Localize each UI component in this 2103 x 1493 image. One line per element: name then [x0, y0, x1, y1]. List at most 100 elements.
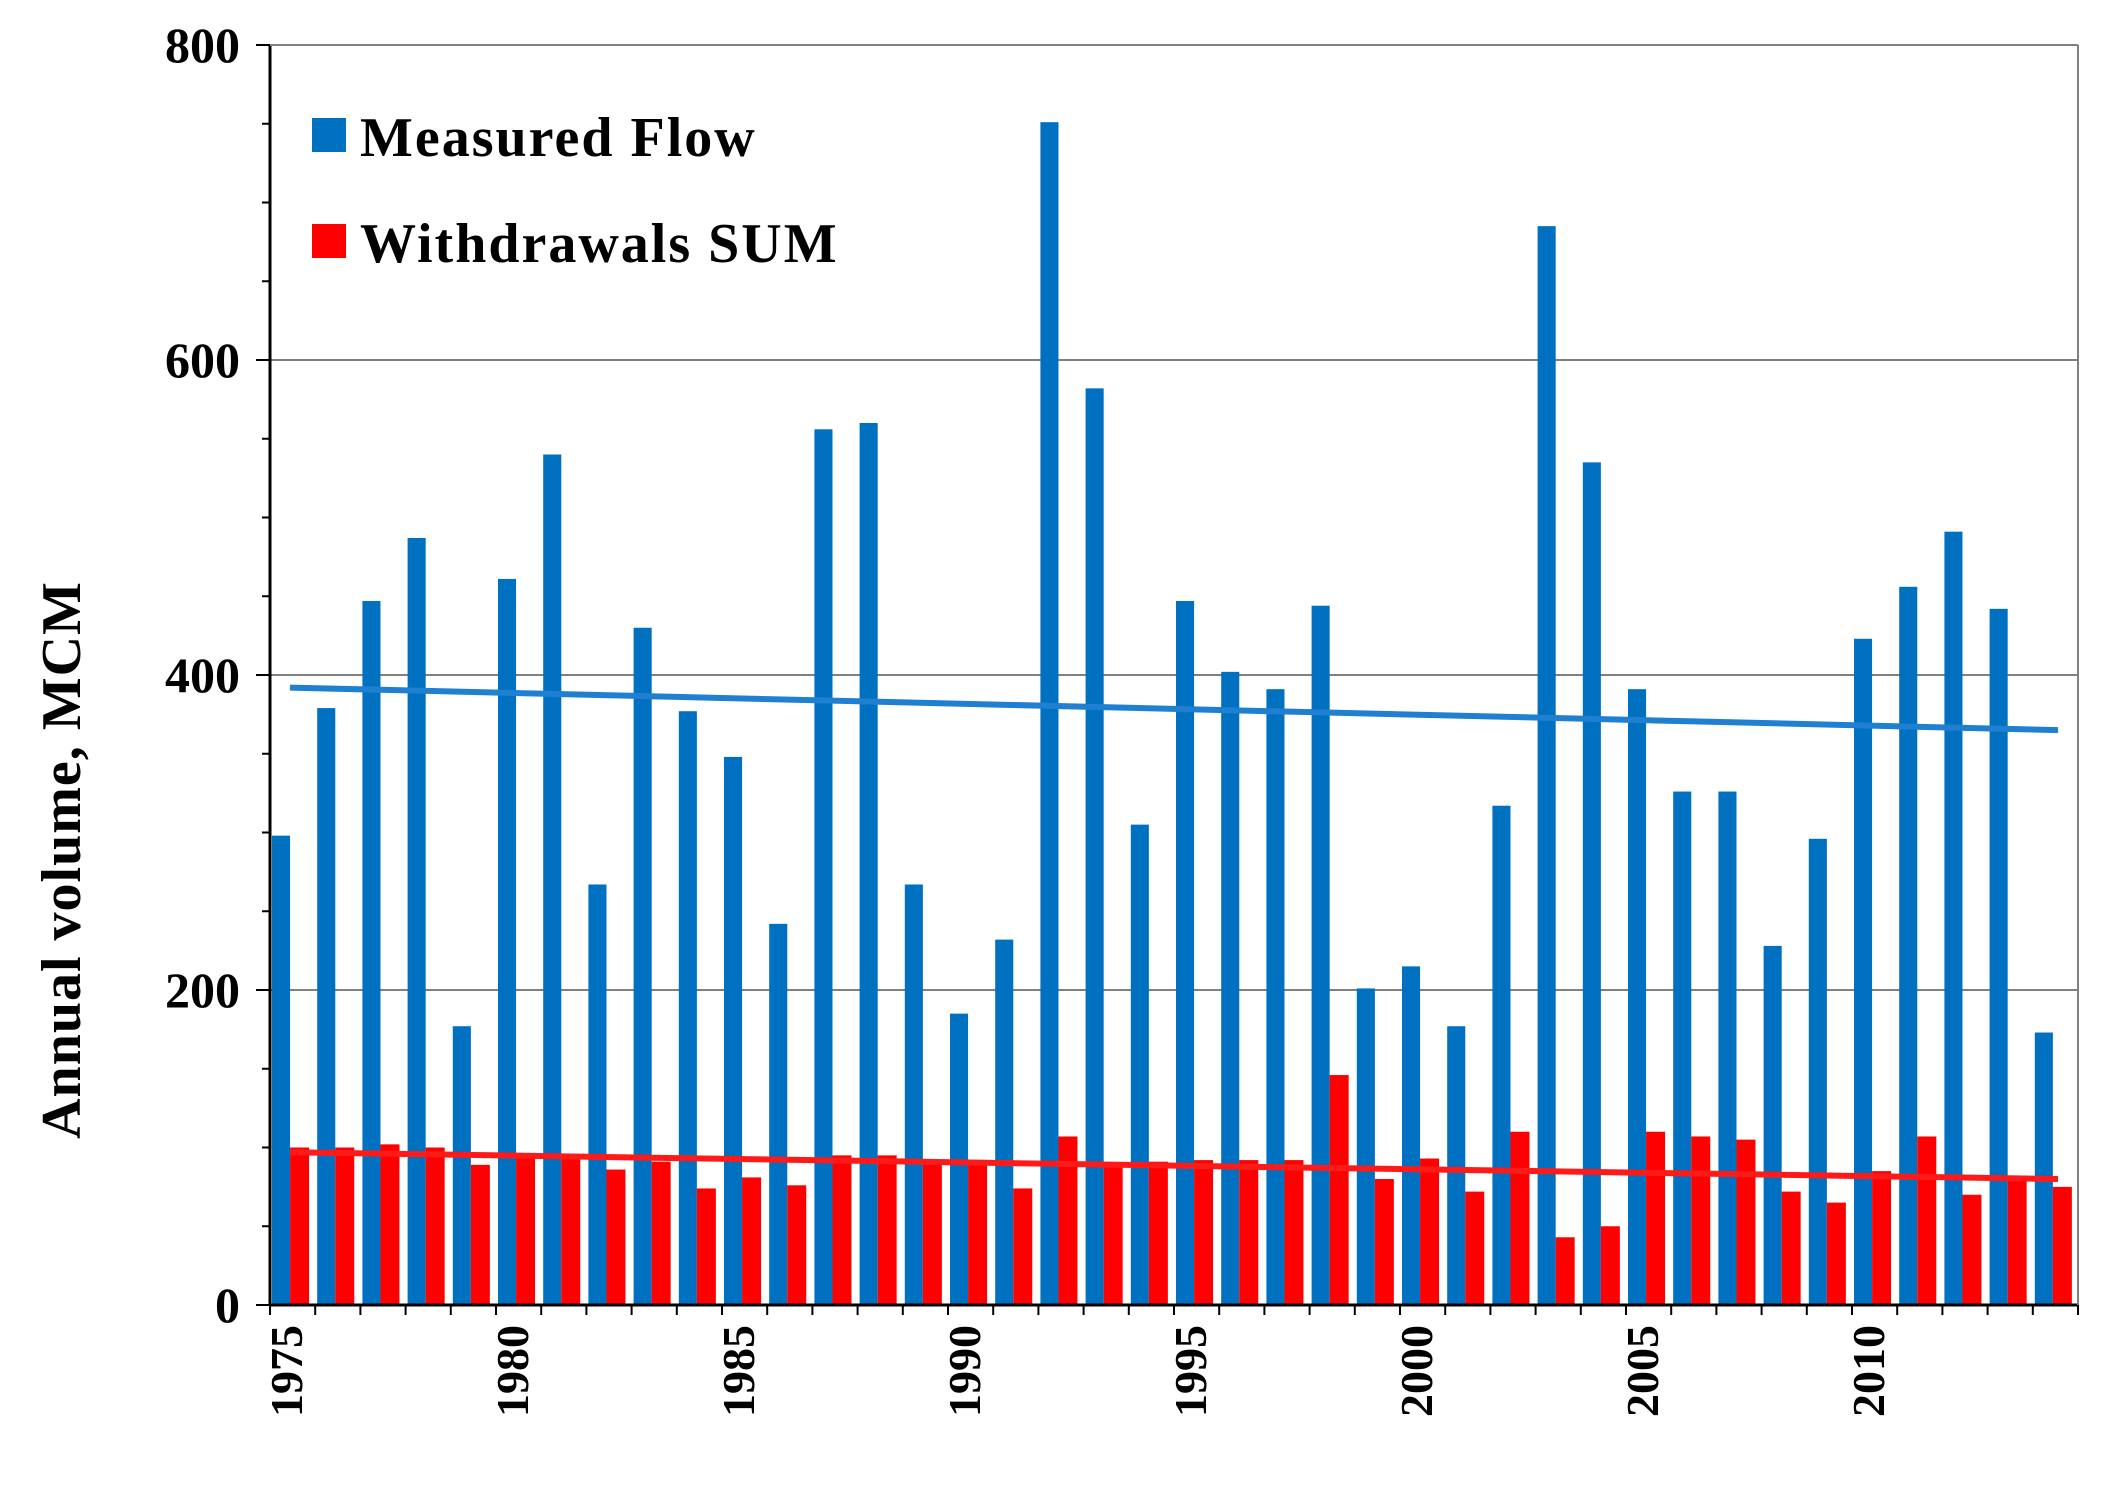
bar-measured-flow-1986	[769, 923, 788, 1305]
bar-withdrawals-sum-2013	[2007, 1175, 2027, 1305]
bar-measured-flow-1976	[317, 708, 336, 1305]
bar-measured-flow-1981	[543, 454, 562, 1305]
bar-withdrawals-sum-2000	[1420, 1158, 1440, 1305]
x-tick-label-2005: 2005	[1617, 1325, 1668, 1417]
bar-measured-flow-2001	[1447, 1026, 1466, 1305]
bar-measured-flow-1994	[1130, 824, 1149, 1305]
bar-measured-flow-1985	[724, 756, 743, 1305]
bar-withdrawals-sum-2005	[1646, 1131, 1666, 1305]
bar-withdrawals-sum-1976	[335, 1147, 355, 1305]
bar-withdrawals-sum-2004	[1600, 1226, 1620, 1305]
bar-withdrawals-sum-1998	[1329, 1075, 1349, 1305]
bar-measured-flow-1987	[814, 429, 833, 1305]
bar-measured-flow-1977	[362, 600, 381, 1305]
y-tick-label-800: 800	[165, 17, 240, 73]
bar-measured-flow-2012	[1944, 531, 1963, 1305]
gridlines	[270, 44, 2078, 991]
legend-label-withdrawals-sum: Withdrawals SUM	[360, 213, 839, 275]
bar-withdrawals-sum-1995	[1194, 1160, 1214, 1305]
y-tick-labels: 0 200 400 600 800	[165, 17, 240, 1333]
bar-withdrawals-sum-1993	[1103, 1163, 1123, 1305]
bar-withdrawals-sum-2009	[1826, 1202, 1846, 1305]
bar-measured-flow-1980	[498, 578, 517, 1305]
bar-withdrawals-sum-2003	[1555, 1237, 1575, 1305]
trendline-withdrawals-sum	[289, 1149, 2059, 1182]
bar-measured-flow-2005	[1628, 689, 1647, 1305]
bar-measured-flow-2009	[1808, 838, 1827, 1305]
bar-measured-flow-2003	[1537, 226, 1556, 1305]
bar-withdrawals-sum-1984	[696, 1188, 716, 1305]
bar-measured-flow-1975	[272, 835, 291, 1305]
bar-withdrawals-sum-1979	[470, 1164, 490, 1305]
bar-withdrawals-sum-2002	[1510, 1131, 1530, 1305]
bar-measured-flow-1988	[859, 423, 878, 1305]
bar-withdrawals-sum-1978	[425, 1147, 445, 1305]
legend: Measured Flow Withdrawals SUM	[312, 107, 839, 275]
x-tick-label-1985: 1985	[713, 1325, 764, 1417]
legend-swatch-withdrawals-sum	[312, 224, 346, 258]
bar-measured-flow-2004	[1582, 462, 1601, 1305]
y-tick-label-0: 0	[215, 1277, 240, 1333]
bar-withdrawals-sum-2008	[1781, 1191, 1801, 1305]
bar-withdrawals-sum-1990	[968, 1164, 988, 1305]
bar-measured-flow-2007	[1718, 791, 1737, 1305]
bar-measured-flow-1999	[1356, 988, 1375, 1305]
bar-withdrawals-sum-1991	[1013, 1188, 1033, 1305]
legend-label-measured-flow: Measured Flow	[360, 107, 757, 169]
bar-measured-flow-2000	[1402, 966, 1421, 1305]
x-tick-label-1975: 1975	[261, 1325, 312, 1417]
bar-measured-flow-1979	[452, 1026, 471, 1305]
bar-withdrawals-sum-2012	[1962, 1194, 1982, 1305]
y-axis-label: Annual volume, MCM	[31, 581, 93, 1139]
bar-measured-flow-1997	[1266, 689, 1285, 1305]
bar-withdrawals-sum-1982	[606, 1169, 626, 1305]
bar-withdrawals-sum-1992	[1058, 1136, 1078, 1305]
x-tick-labels: 1975 1980 1985 1990 1995 2000 2005 2010	[261, 1325, 1894, 1417]
bar-measured-flow-1993	[1085, 388, 1104, 1306]
bar-measured-flow-1992	[1040, 122, 1059, 1305]
y-tick-label-200: 200	[165, 962, 240, 1018]
bar-withdrawals-sum-1989	[922, 1161, 942, 1305]
bar-withdrawals-sum-2006	[1691, 1136, 1711, 1305]
bar-measured-flow-1996	[1221, 671, 1240, 1305]
bar-measured-flow-1982	[588, 884, 607, 1305]
bar-measured-flow-1983	[633, 627, 652, 1305]
bar-withdrawals-sum-2007	[1736, 1139, 1756, 1305]
bar-withdrawals-sum-1977	[380, 1144, 400, 1305]
bar-withdrawals-sum-1980	[516, 1156, 536, 1305]
bar-measured-flow-1990	[950, 1013, 969, 1305]
bar-withdrawals-sum-1999	[1374, 1179, 1394, 1305]
y-tick-label-400: 400	[165, 647, 240, 703]
bar-withdrawals-sum-1981	[561, 1156, 581, 1305]
bar-measured-flow-1991	[995, 939, 1014, 1305]
bar-measured-flow-2014	[2034, 1032, 2053, 1305]
bar-measured-flow-2002	[1492, 805, 1511, 1305]
bar-withdrawals-sum-2001	[1465, 1191, 1485, 1305]
bar-withdrawals-sum-1996	[1239, 1160, 1259, 1305]
bar-measured-flow-2011	[1899, 586, 1918, 1305]
bar-withdrawals-sum-2011	[1917, 1136, 1937, 1305]
bar-withdrawals-sum-2014	[2052, 1186, 2072, 1305]
bar-measured-flow-2010	[1854, 638, 1873, 1305]
x-tick-label-2010: 2010	[1843, 1325, 1894, 1417]
trendlines	[289, 684, 2059, 1182]
bar-withdrawals-sum-1987	[832, 1155, 852, 1305]
bar-withdrawals-sum-1988	[877, 1155, 897, 1305]
bar-measured-flow-1995	[1176, 600, 1195, 1305]
bar-measured-flow-1998	[1311, 605, 1330, 1305]
x-tick-label-1995: 1995	[1165, 1325, 1216, 1417]
bar-withdrawals-sum-2010	[1872, 1171, 1892, 1305]
legend-swatch-measured-flow	[312, 118, 346, 152]
x-tick-label-2000: 2000	[1391, 1325, 1442, 1417]
bar-withdrawals-sum-1985	[742, 1177, 762, 1305]
x-tick-label-1980: 1980	[487, 1325, 538, 1417]
bar-measured-flow-1978	[407, 537, 426, 1305]
bar-withdrawals-sum-1986	[787, 1185, 807, 1305]
bar-measured-flow-2013	[1989, 608, 2008, 1305]
bar-withdrawals-sum-1975	[290, 1147, 310, 1305]
x-tick-label-1990: 1990	[939, 1325, 990, 1417]
bar-measured-flow-1984	[678, 711, 697, 1305]
bar-measured-flow-2008	[1763, 945, 1782, 1305]
bar-measured-flow-2006	[1673, 791, 1692, 1305]
